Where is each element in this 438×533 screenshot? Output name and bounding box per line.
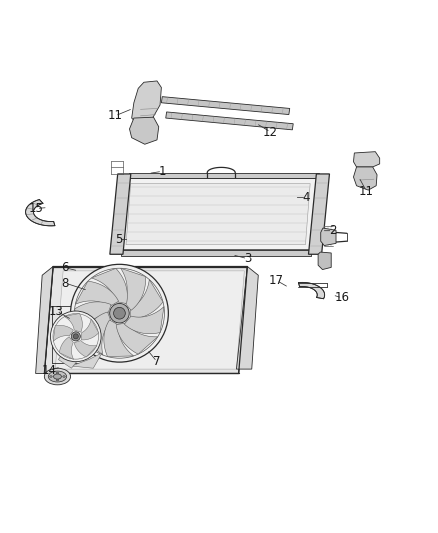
Polygon shape	[25, 199, 55, 226]
Polygon shape	[53, 325, 73, 341]
Text: 15: 15	[29, 202, 44, 215]
Ellipse shape	[53, 374, 61, 379]
Text: 12: 12	[263, 126, 278, 139]
Text: 2: 2	[329, 224, 336, 237]
Polygon shape	[116, 323, 158, 354]
Polygon shape	[353, 167, 377, 190]
Polygon shape	[74, 341, 97, 357]
Polygon shape	[55, 271, 244, 369]
Polygon shape	[110, 174, 131, 254]
Text: 11: 11	[359, 185, 374, 198]
Text: 11: 11	[108, 109, 123, 123]
Polygon shape	[71, 353, 102, 368]
Polygon shape	[35, 266, 53, 374]
Text: 13: 13	[49, 304, 64, 318]
Polygon shape	[161, 96, 290, 115]
Polygon shape	[298, 282, 325, 298]
Polygon shape	[104, 320, 134, 357]
Polygon shape	[74, 302, 111, 335]
Polygon shape	[318, 252, 331, 270]
Ellipse shape	[56, 372, 59, 374]
Polygon shape	[132, 81, 161, 123]
Polygon shape	[124, 306, 164, 334]
Polygon shape	[82, 312, 111, 355]
Polygon shape	[130, 117, 159, 144]
Polygon shape	[75, 281, 119, 306]
Ellipse shape	[63, 376, 65, 377]
Polygon shape	[60, 337, 74, 359]
Text: 17: 17	[269, 274, 284, 287]
Polygon shape	[44, 266, 247, 374]
Text: 8: 8	[62, 277, 69, 289]
Polygon shape	[166, 112, 293, 130]
Ellipse shape	[44, 368, 71, 385]
Text: 7: 7	[153, 355, 161, 368]
Ellipse shape	[48, 371, 67, 382]
Polygon shape	[92, 269, 127, 303]
Polygon shape	[64, 313, 82, 332]
Ellipse shape	[56, 379, 59, 381]
Circle shape	[71, 264, 168, 362]
Polygon shape	[237, 266, 258, 369]
Text: 1: 1	[159, 165, 166, 178]
Circle shape	[113, 308, 125, 319]
Text: 14: 14	[42, 364, 57, 377]
Circle shape	[50, 311, 101, 362]
Text: 6: 6	[62, 261, 69, 274]
Text: 5: 5	[115, 233, 122, 246]
Text: 16: 16	[335, 292, 350, 304]
Polygon shape	[308, 174, 329, 254]
Text: 3: 3	[244, 252, 251, 265]
Circle shape	[71, 332, 80, 341]
Polygon shape	[129, 173, 318, 179]
Polygon shape	[353, 152, 380, 167]
Polygon shape	[121, 268, 145, 310]
Polygon shape	[126, 183, 310, 245]
Polygon shape	[58, 351, 80, 368]
Polygon shape	[130, 279, 163, 319]
Circle shape	[110, 303, 129, 323]
Text: 4: 4	[303, 191, 310, 204]
Ellipse shape	[49, 376, 52, 377]
Polygon shape	[121, 179, 318, 250]
Polygon shape	[121, 250, 311, 256]
Polygon shape	[321, 228, 336, 246]
Circle shape	[73, 334, 78, 339]
Polygon shape	[81, 319, 99, 340]
